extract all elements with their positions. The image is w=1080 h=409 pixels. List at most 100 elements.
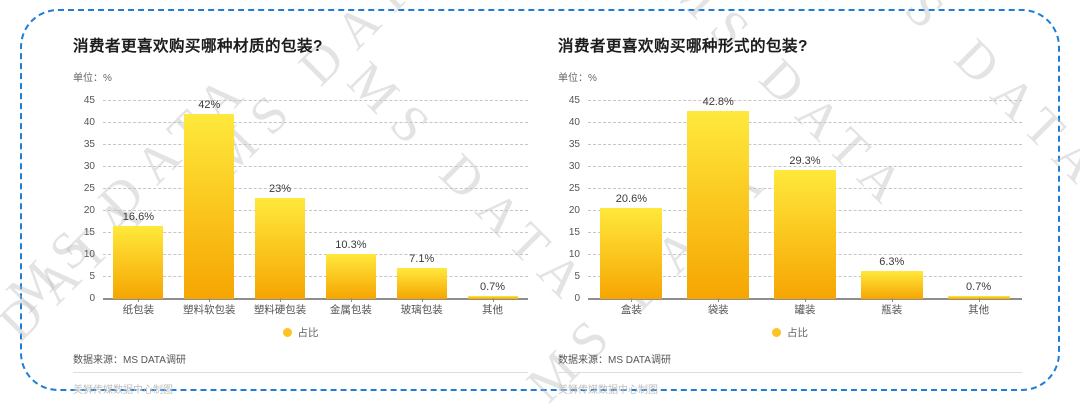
bar-slot: 10.3% <box>315 101 386 299</box>
gridline <box>588 166 1022 167</box>
bar-盒装: 20.6% <box>600 193 663 299</box>
bar-slot: 0.7% <box>935 101 1022 299</box>
bar-value-label: 0.7% <box>966 280 992 293</box>
gridline <box>588 100 1022 101</box>
legend-label: 占比 <box>787 327 808 339</box>
y-axis-tick-label: 25 <box>568 183 580 194</box>
unit-label: 单位：% <box>558 73 597 84</box>
gridline <box>103 232 528 233</box>
x-axis-category-label: 其他 <box>457 298 528 317</box>
axis-tick-mark <box>978 298 980 302</box>
legend-label: 占比 <box>297 327 319 339</box>
bars-group: 20.6% 42.8% 29.3% 6.3% 0.7% <box>588 96 1022 299</box>
bar-plot: 0 5 10 15 20 25 30 35 40 45 20.6% 42.8% 29.3% 6.3% 0.7… <box>558 96 1022 304</box>
bar-value-label: 42% <box>198 99 221 112</box>
x-axis-category-label: 其他 <box>935 298 1022 317</box>
x-axis-labels: 纸包装 塑料软包装 塑料硬包装 金属包装 玻璃包装 其他 <box>103 298 528 317</box>
chart-title: 消费者更喜欢购买哪种形式的包装? <box>558 38 808 55</box>
credit-label: 美狮传媒数据中心制图 <box>558 385 658 396</box>
bar-罐装: 29.3% <box>773 155 836 299</box>
y-axis-tick-label: 40 <box>568 117 580 128</box>
gridline <box>103 276 528 277</box>
bar-value-label: 6.3% <box>879 256 905 269</box>
bar-plot: 0 5 10 15 20 25 30 35 40 45 16.6% 42% 23% 10.3% 7.1% 0.… <box>73 96 528 304</box>
bar-袋装: 42.8% <box>687 96 750 299</box>
axis-tick-mark <box>280 298 282 302</box>
x-axis-labels: 盒装 袋装 罐装 瓶装 其他 <box>588 298 1022 317</box>
y-axis-tick-label: 20 <box>568 205 580 216</box>
bar-slot: 29.3% <box>762 101 849 299</box>
bar-value-label: 29.3% <box>789 155 821 168</box>
axis-tick-mark <box>891 298 893 302</box>
bar-value-label: 16.6% <box>122 210 155 223</box>
legend-dot-icon <box>772 328 781 337</box>
x-axis-category-label: 袋装 <box>675 298 762 317</box>
x-axis-category-label: 塑料硬包装 <box>245 298 316 317</box>
legend: 占比 <box>558 325 1022 340</box>
y-axis-tick-label: 25 <box>83 183 95 194</box>
y-axis-tick-label: 45 <box>83 95 95 106</box>
x-axis-category-label: 瓶装 <box>848 298 935 317</box>
bar-塑料软包装: 42% <box>184 99 235 299</box>
source-label: 数据来源：MS DATA调研 <box>73 355 186 366</box>
gridline <box>103 188 528 189</box>
chart-panel-form: 消费者更喜欢购买哪种形式的包装? 单位：% 0 5 10 15 20 25 30 35 40 45… <box>558 30 1022 396</box>
y-axis-tick-label: 30 <box>83 161 95 172</box>
bar-value-label: 42.8% <box>702 95 734 108</box>
axis-tick-mark <box>631 298 633 302</box>
bar-slot: 42.8% <box>675 96 762 299</box>
bar-value-label: 0.7% <box>480 280 506 293</box>
y-axis-tick-label: 35 <box>83 139 95 150</box>
bar-slot: 6.3% <box>848 101 935 299</box>
x-axis-category-label: 金属包装 <box>315 298 386 317</box>
y-axis-tick-label: 45 <box>568 95 580 106</box>
x-axis-category-label: 罐装 <box>762 298 849 317</box>
bar-金属包装: 10.3% <box>325 239 376 299</box>
axis-tick-mark <box>138 298 140 302</box>
bar-value-label: 7.1% <box>409 252 435 265</box>
bar-玻璃包装: 7.1% <box>396 253 447 299</box>
x-axis-category-label: 盒装 <box>588 298 675 317</box>
bar-slot: 20.6% <box>588 101 675 299</box>
bar-slot: 16.6% <box>103 101 174 299</box>
gridline <box>588 144 1022 145</box>
bar-slot: 7.1% <box>386 101 457 299</box>
credit-label: 美狮传媒数据中心制图 <box>73 385 173 396</box>
x-axis-line <box>103 298 528 300</box>
y-axis-tick-label: 35 <box>568 139 580 150</box>
y-axis-tick-label: 30 <box>568 161 580 172</box>
gridline <box>103 144 528 145</box>
bar-value-label: 10.3% <box>335 238 367 251</box>
y-axis-tick-label: 10 <box>568 249 580 260</box>
gridline <box>103 254 528 255</box>
y-axis-tick-label: 40 <box>83 117 95 128</box>
y-axis-tick-label: 0 <box>574 293 580 304</box>
axis-tick-mark <box>718 298 720 302</box>
chart-panel-material: 消费者更喜欢购买哪种材质的包装? 单位：% 0 5 10 15 20 25 30 35 40 45… <box>73 30 528 396</box>
legend: 占比 <box>73 325 528 340</box>
gridline <box>103 210 528 211</box>
gridline <box>103 100 528 101</box>
y-axis-tick-label: 15 <box>568 227 580 238</box>
bar-纸包装: 16.6% <box>113 211 164 299</box>
gridline <box>103 122 528 123</box>
unit-label: 单位：% <box>73 73 112 84</box>
y-axis-tick-label: 20 <box>83 205 95 216</box>
bar-其他: 0.7% <box>947 281 1010 299</box>
y-axis-tick-label: 10 <box>83 249 95 260</box>
x-axis-category-label: 玻璃包装 <box>386 298 457 317</box>
axis-tick-mark <box>492 298 494 302</box>
bars-group: 16.6% 42% 23% 10.3% 7.1% 0.7% <box>103 99 528 299</box>
axis-tick-mark <box>421 298 423 302</box>
divider <box>73 372 528 373</box>
chart-title: 消费者更喜欢购买哪种材质的包装? <box>73 38 323 55</box>
y-axis-tick-label: 0 <box>89 293 95 304</box>
bar-瓶装: 6.3% <box>860 256 923 299</box>
bar-其他: 0.7% <box>467 281 518 299</box>
axis-tick-mark <box>350 298 352 302</box>
bar-slot: 0.7% <box>457 101 528 299</box>
gridline <box>103 166 528 167</box>
y-axis-tick-label: 15 <box>83 227 95 238</box>
source-label: 数据来源：MS DATA调研 <box>558 355 671 366</box>
axis-tick-mark <box>209 298 211 302</box>
